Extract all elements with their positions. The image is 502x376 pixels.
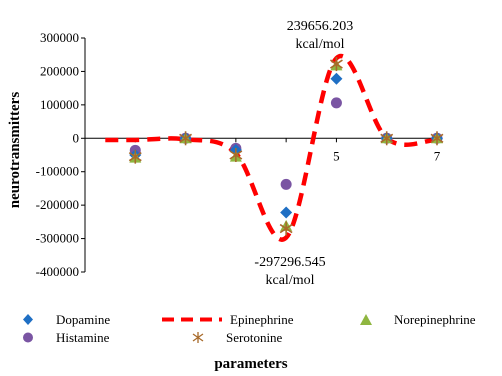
point-serotonine-3 — [229, 148, 243, 162]
annotation-max-unit: kcal/mol — [296, 37, 345, 52]
y-tick-label: 100000 — [40, 97, 79, 112]
x-axis-title: parameters — [214, 356, 288, 372]
point-serotonine-6 — [380, 131, 394, 146]
y-tick-label: -100000 — [36, 164, 79, 179]
triangle-marker-icon — [360, 314, 372, 325]
x-tick-label: 7 — [434, 148, 441, 163]
point-histamine-4 — [280, 178, 292, 190]
point-dopamine-4 — [280, 206, 293, 219]
star-stroke — [329, 59, 343, 69]
point-serotonine-5 — [329, 57, 343, 72]
chart-legend: Dopamine Epinephrine Norepinephrine Hist… — [0, 312, 502, 352]
point-serotonine-1 — [128, 149, 142, 164]
y-tick-label: -300000 — [36, 231, 79, 246]
star-stroke — [229, 150, 243, 160]
y-tick-label: 300000 — [40, 30, 79, 45]
annotation-min-unit: kcal/mol — [266, 273, 315, 288]
point-serotonine-2 — [179, 131, 193, 146]
legend-label-norepinephrine: Norepinephrine — [394, 312, 476, 327]
dashed-line-icon — [162, 317, 222, 322]
annotation-max-value: 239656.203 — [287, 19, 354, 34]
x-tick-label: 5 — [333, 148, 340, 163]
circle-marker-icon — [23, 332, 33, 343]
point-histamine-5 — [330, 97, 342, 109]
y-axis-title: neurotransmitters — [7, 92, 23, 209]
legend-label-epinephrine: Epinephrine — [230, 312, 294, 327]
y-tick-label: -400000 — [36, 264, 79, 279]
legend-label-dopamine: Dopamine — [56, 312, 111, 327]
point-serotonine-4 — [279, 221, 293, 236]
star-stroke — [128, 152, 142, 162]
legend-label-histamine: Histamine — [56, 330, 110, 345]
y-tick-label: 0 — [73, 130, 80, 145]
star-stroke — [380, 133, 394, 143]
series-layer — [105, 53, 444, 242]
y-tick-label: -200000 — [36, 197, 79, 212]
star-stroke — [179, 133, 193, 143]
diamond-marker-icon — [23, 314, 33, 325]
y-tick-label: 200000 — [40, 63, 79, 78]
point-serotonine-7 — [430, 131, 444, 146]
star-stroke — [430, 133, 444, 143]
star-marker-icon — [192, 332, 204, 343]
annotation-min-value: -297296.545 — [254, 255, 325, 270]
y-axis: 300000 200000 100000 0 -100000 -200000 -300000… — [36, 30, 86, 279]
star-stroke — [279, 223, 293, 234]
legend-label-serotonine: Serotonine — [226, 330, 283, 345]
chart-canvas: 300000 200000 100000 0 -100000 -200000 -300000… — [7, 19, 444, 288]
series-epinephrine-line — [105, 53, 438, 242]
point-dopamine-5 — [330, 72, 343, 85]
